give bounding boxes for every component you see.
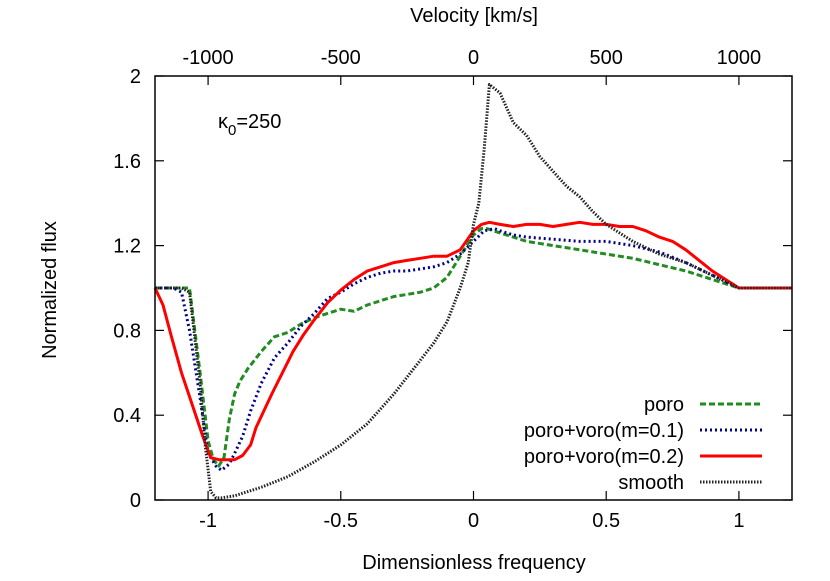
x2-tick-label: -500 [321, 47, 361, 69]
legend-label: poro+voro(m=0.2) [524, 446, 684, 468]
series-line-2 [155, 227, 792, 472]
legend: poro poro+voro(m=0.1) poro+voro(m=0.2) smoo… [524, 394, 762, 494]
y-axis-title: Normalized flux [39, 221, 61, 359]
legend-label: poro [644, 394, 684, 416]
x-tick-label: 0.5 [592, 510, 620, 532]
x2-tick-label: 0 [468, 47, 479, 69]
x2-tick-label: 1000 [717, 47, 762, 69]
axis-ticks: -1 -0.5 0 0.5 1 -1000 -500 0 500 1000 0 0.4 0.8 1.2 1.… [113, 47, 792, 532]
x-tick-label: 0 [468, 510, 479, 532]
plot-frame [154, 75, 793, 501]
x-tick-label: 1 [733, 510, 744, 532]
series-line-4 [155, 83, 792, 500]
x2-tick-label: 500 [590, 47, 623, 69]
kappa-symbol: κ [218, 111, 229, 133]
x-tick-label: -0.5 [324, 510, 358, 532]
series-layer [153, 83, 792, 500]
y-tick-label: 1.6 [113, 151, 141, 173]
legend-label: poro+voro(m=0.1) [524, 420, 684, 442]
y-tick-label: 0.8 [113, 320, 141, 342]
x2-tick-label: -1000 [183, 47, 234, 69]
top-axis-title: Velocity [km/s] [410, 5, 538, 27]
y-tick-label: 0 [130, 490, 141, 512]
kappa-value: =250 [236, 111, 281, 133]
y-tick-label: 1.2 [113, 236, 141, 258]
kappa-annotation: κ0=250 [218, 111, 281, 139]
y-tick-label: 2 [130, 66, 141, 88]
bottom-axis-title: Dimensionless frequency [362, 552, 585, 574]
series-line-3 [153, 220, 792, 462]
legend-label: smooth [618, 472, 684, 494]
series-line-1 [155, 227, 792, 468]
y-tick-label: 0.4 [113, 405, 141, 427]
x-tick-label: -1 [199, 510, 217, 532]
kappa-subscript: 0 [228, 122, 236, 139]
